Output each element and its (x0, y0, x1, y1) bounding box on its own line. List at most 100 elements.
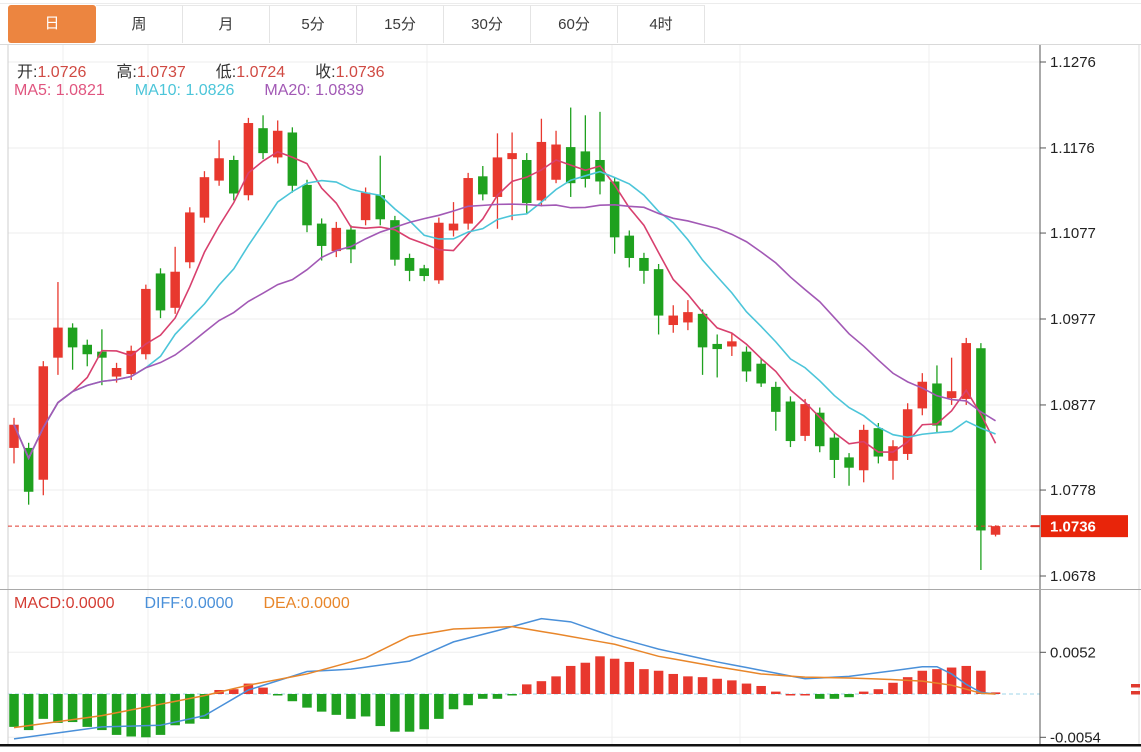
candle (961, 343, 971, 399)
candle (829, 437, 840, 460)
diff-label: DIFF: (144, 595, 185, 612)
macd-bar (551, 676, 561, 694)
candle (38, 366, 49, 480)
candle (9, 424, 19, 448)
macd-bar (419, 694, 429, 730)
timeframe-tab-6[interactable]: 30分 (444, 5, 531, 43)
candle (727, 341, 737, 347)
macd-bar (580, 662, 591, 694)
macd-bar (595, 656, 605, 694)
macd-bar (522, 684, 532, 694)
timeframe-tab-4[interactable]: 5分 (270, 5, 357, 43)
price-axis-label: 1.1176 (1050, 140, 1095, 157)
macd-axis-label: 0.0052 (1050, 644, 1096, 661)
candle (844, 457, 854, 468)
price-axis-label: 1.0678 (1050, 568, 1096, 585)
candle (800, 404, 810, 436)
ma20-value: 1.0839 (315, 82, 365, 99)
candlestick-chart[interactable]: 1.1276 1.1176 1.1077 1.0977 1.0877 1.0778 1.06… (0, 45, 1141, 590)
candle (463, 178, 473, 224)
macd-bar (712, 678, 722, 694)
candle (390, 220, 400, 260)
candle (155, 273, 166, 311)
macd-bar (917, 670, 928, 694)
candle (683, 312, 693, 323)
macd-panel[interactable]: 0.0052 -0.0054 MACD:0.0000 DIFF:0.0000 DEA:… (0, 590, 1141, 752)
candle (624, 235, 635, 258)
candle (346, 229, 356, 250)
macd-bar (946, 667, 957, 694)
candle (653, 269, 664, 316)
candle (302, 184, 312, 226)
candle (536, 141, 547, 201)
macd-value: 0.0000 (65, 595, 115, 612)
timeframe-tab-1[interactable]: 日 (8, 5, 96, 43)
candle (507, 153, 517, 160)
candle (815, 412, 825, 447)
candle (741, 351, 752, 372)
candle (243, 123, 254, 196)
macd-bar (478, 694, 488, 699)
macd-bar (741, 683, 752, 694)
low-value: 1.0724 (236, 64, 286, 81)
candle (990, 526, 1001, 535)
ma-legend: MA5: 1.0821 MA10: 1.0826 MA20: 1.0839 (14, 82, 394, 100)
macd-bar (302, 694, 312, 708)
macd-chart[interactable]: 0.0052 -0.0054 (0, 590, 1141, 752)
low-label: 低: (215, 64, 237, 81)
candle (917, 381, 928, 409)
macd-bar (888, 682, 898, 694)
candle (111, 367, 122, 377)
macd-bar (771, 691, 781, 694)
macd-bar (961, 665, 971, 694)
macd-bar (844, 694, 854, 698)
dea-label: DEA: (263, 595, 301, 612)
macd-bar (976, 670, 986, 694)
high-value: 1.0737 (136, 64, 186, 81)
macd-bar (23, 694, 34, 731)
dea-value: 0.0000 (300, 595, 350, 612)
macd-bar (111, 694, 122, 735)
main-chart-panel[interactable]: 1.1276 1.1176 1.1077 1.0977 1.0877 1.0778 1.06… (0, 45, 1141, 590)
macd-bar (82, 694, 92, 727)
macd-bar (609, 658, 620, 694)
timeframe-tab-8[interactable]: 4时 (618, 5, 705, 43)
ma10-line (13, 170, 996, 461)
candle (580, 151, 591, 179)
candle (258, 128, 268, 154)
macd-bar (639, 669, 649, 694)
candle (448, 223, 459, 231)
candle (551, 144, 561, 180)
bottom-axis-bar (0, 744, 1141, 747)
timeframe-tab-3[interactable]: 月 (183, 5, 270, 43)
high-label: 高: (116, 64, 137, 81)
macd-bar (53, 694, 63, 723)
macd-bar (346, 694, 356, 719)
candle (712, 343, 722, 350)
macd-bar (287, 694, 298, 702)
ma5-line (13, 150, 997, 461)
macd-bar (170, 694, 180, 726)
candle (697, 313, 708, 348)
candle (858, 429, 869, 471)
candle (434, 222, 444, 281)
macd-value-marker (1131, 691, 1140, 695)
candle (404, 257, 415, 271)
candle (141, 288, 151, 355)
timeframe-tab-7[interactable]: 60分 (531, 5, 618, 43)
timeframe-tab-2[interactable]: 周 (96, 5, 183, 43)
candle (170, 271, 180, 308)
macd-bar (932, 669, 942, 694)
timeframe-tab-5[interactable]: 15分 (357, 5, 444, 43)
ohlc-legend: 开:1.0726 高:1.0737 低:1.0724 收:1.0736 (17, 58, 415, 82)
macd-bar (199, 694, 210, 719)
tabbar-divider (0, 44, 1141, 45)
candle (419, 268, 429, 277)
candle (126, 350, 136, 375)
macd-bar (126, 694, 136, 737)
candle (97, 351, 107, 358)
open-value: 1.0726 (37, 64, 87, 81)
ma10-label: MA10: (134, 82, 181, 99)
candle (888, 446, 898, 461)
